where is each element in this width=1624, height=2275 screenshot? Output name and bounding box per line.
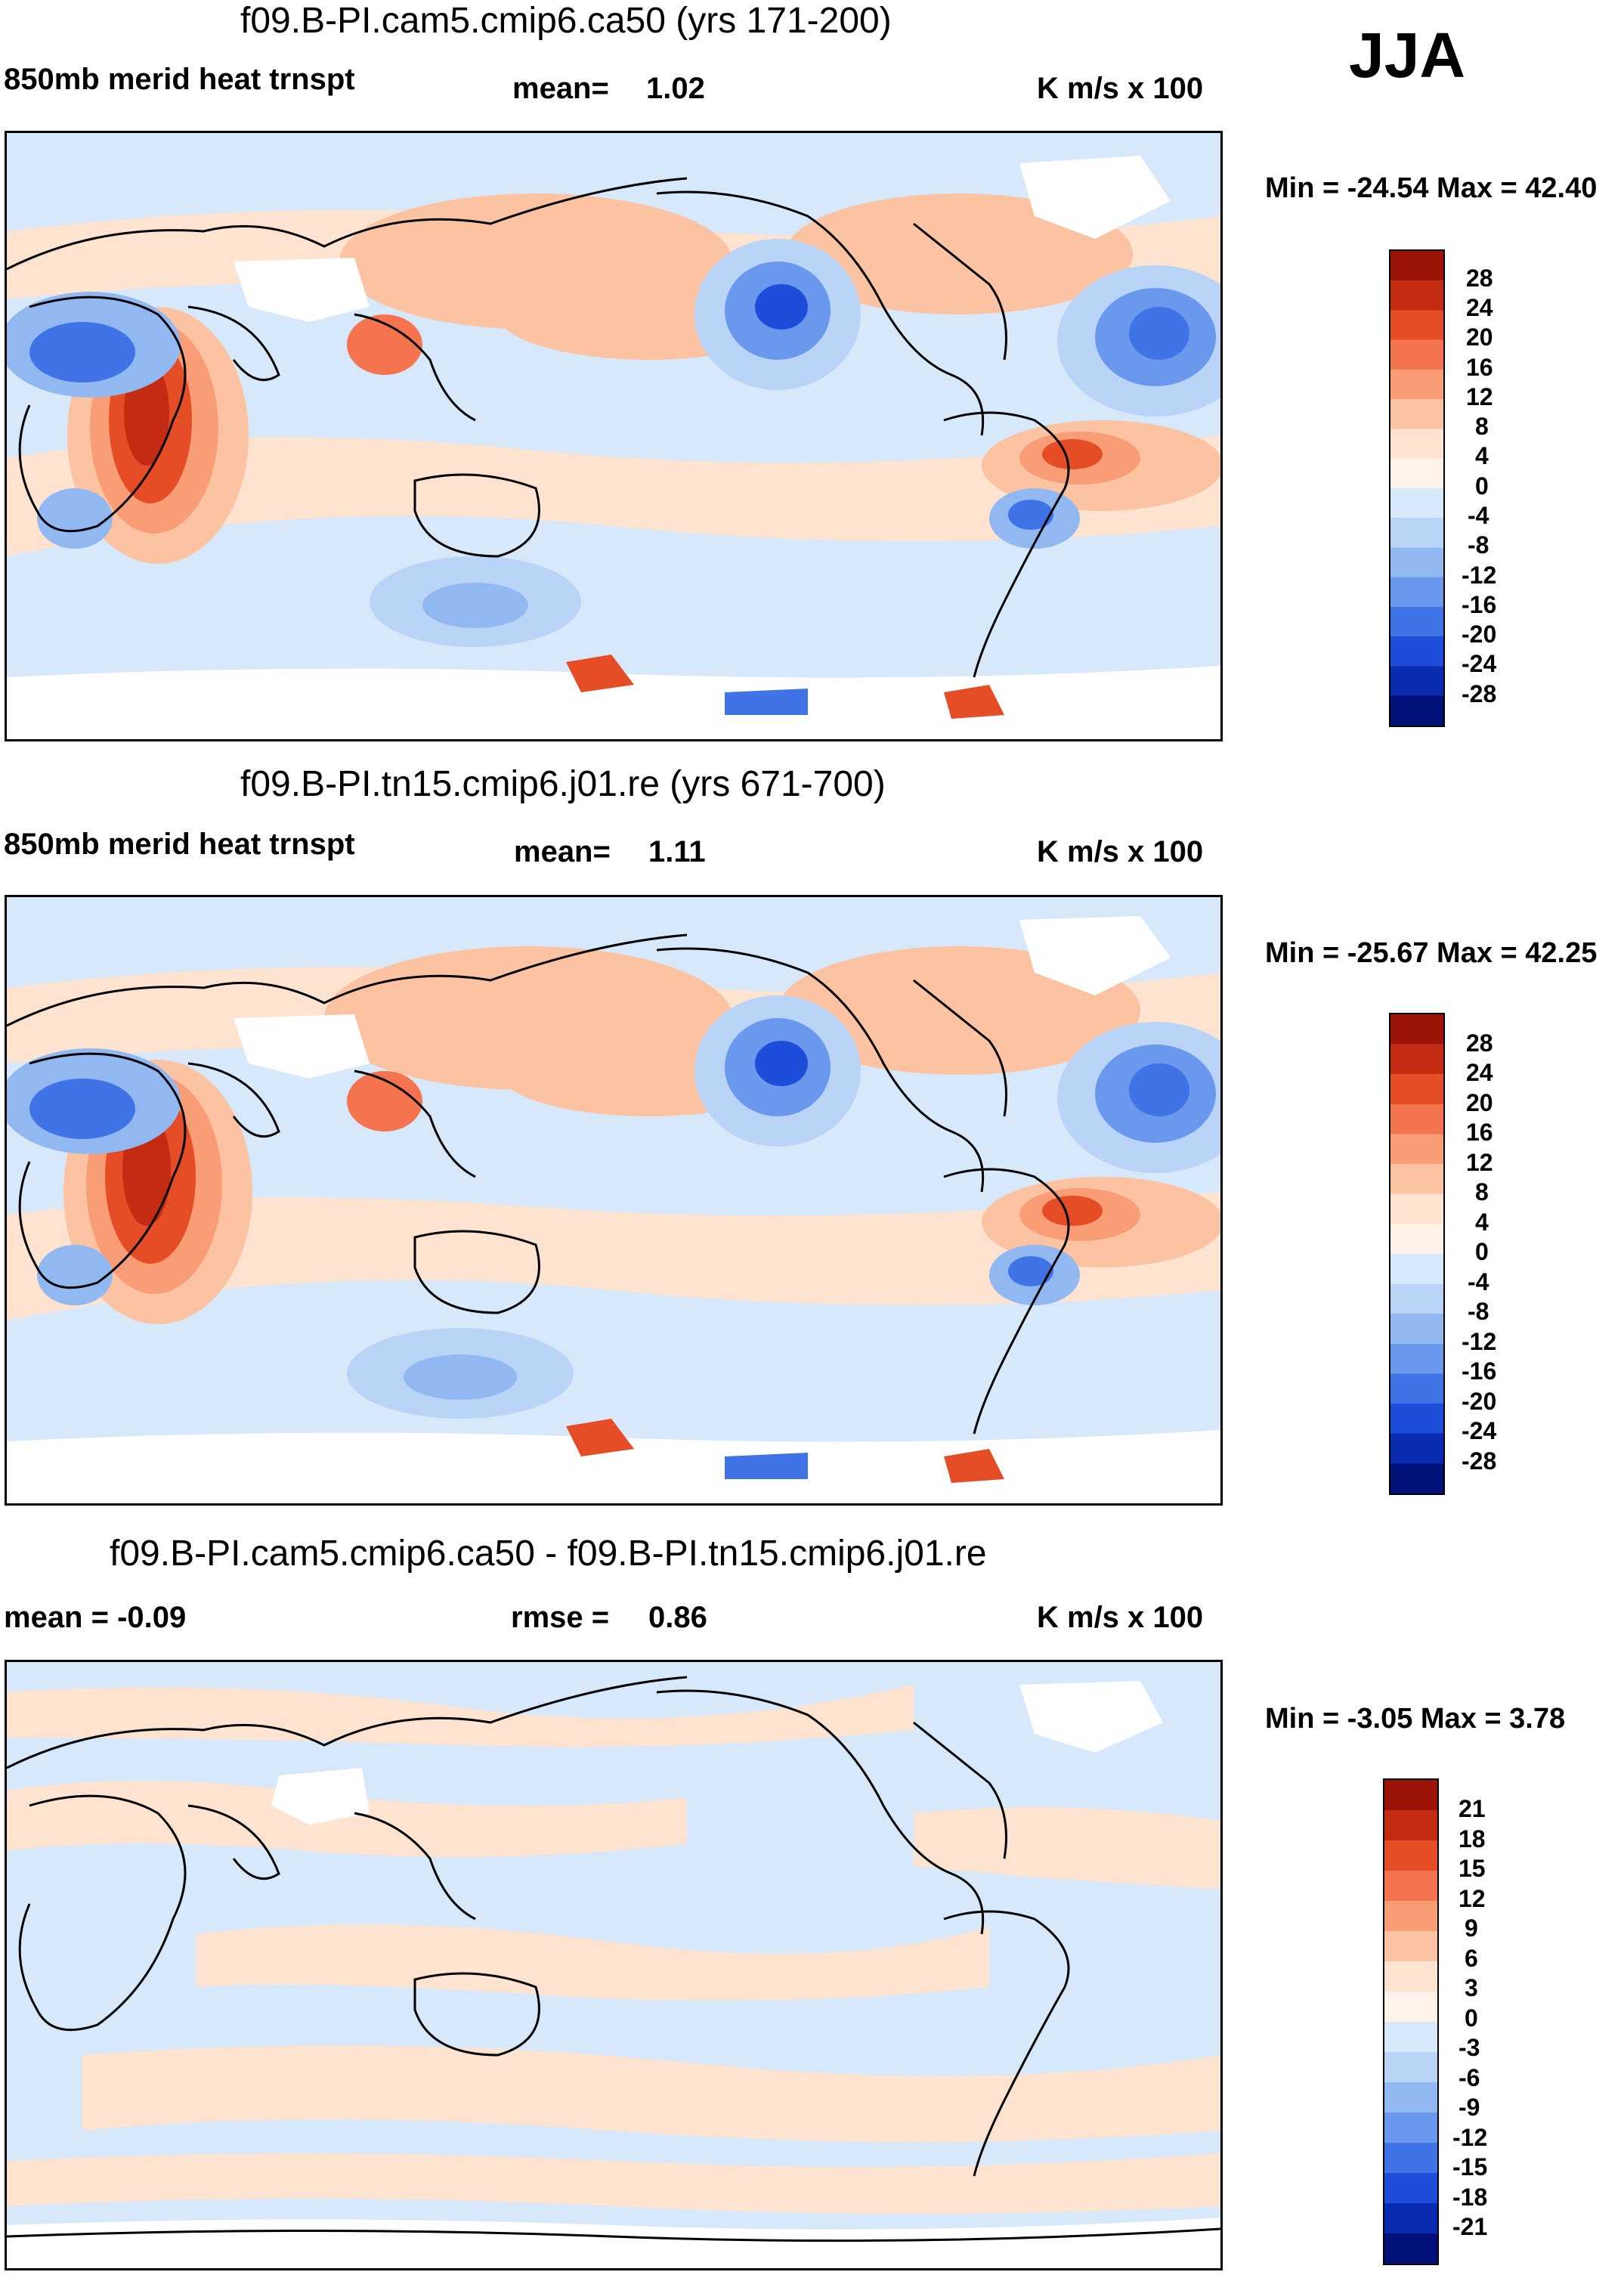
- panel-1-legend-label: -24: [1462, 650, 1497, 677]
- panel-3-rmse-label: rmse =: [511, 1601, 610, 1634]
- panel-3-colorbar: [1383, 1778, 1439, 2265]
- panel-1-legend-label: -12: [1462, 562, 1497, 589]
- panel-3-legend-label: -9: [1459, 2094, 1480, 2121]
- panel-2-title: f09.B-PI.tn15.cmip6.j01.re (yrs 671-700): [240, 764, 886, 804]
- panel-3-legend-label: 15: [1459, 1855, 1486, 1882]
- panel-1-legend-label: 20: [1466, 323, 1493, 351]
- panel-3-minmax: Min = -3.05 Max = 3.78: [1265, 1703, 1566, 1735]
- panel-3-legend-label: -15: [1452, 2153, 1488, 2181]
- panel-2-legend-label: -28: [1462, 1447, 1497, 1475]
- panel-3-map: [5, 1660, 1223, 2270]
- panel-1-colorbar: [1389, 249, 1445, 727]
- panel-1-title: f09.B-PI.cam5.cmip6.ca50 (yrs 171-200): [240, 1, 892, 41]
- panel-2-legend-label: 0: [1475, 1238, 1489, 1265]
- panel-2-legend-label: 28: [1466, 1029, 1493, 1057]
- panel-3-legend-label: -6: [1459, 2064, 1480, 2091]
- panel-2-colorbar: [1389, 1013, 1445, 1495]
- panel-3-legend-label: -12: [1452, 2124, 1488, 2151]
- panel-2-legend-label: 12: [1466, 1149, 1493, 1176]
- panel-3-legend-label: 18: [1459, 1825, 1486, 1852]
- panel-2-variable-label: 850mb merid heat trnspt: [4, 828, 355, 861]
- panel-3-rmse-value: 0.86: [648, 1601, 707, 1634]
- panel-2-units: K m/s x 100: [1037, 835, 1204, 868]
- panel-3-mean-label: mean = -0.09: [4, 1601, 187, 1634]
- panel-1-legend-label: 0: [1475, 472, 1489, 500]
- panel-2-legend-label: 20: [1466, 1089, 1493, 1116]
- panel-3-legend-label: 21: [1459, 1795, 1486, 1822]
- panel-1-minmax: Min = -24.54 Max = 42.40: [1265, 172, 1598, 204]
- panel-1-legend-label: -20: [1462, 621, 1497, 648]
- panel-1-legend-label: 24: [1466, 294, 1493, 321]
- panel-3-legend-label: -21: [1452, 2213, 1488, 2240]
- panel-3-units: K m/s x 100: [1037, 1601, 1204, 1634]
- panel-2-legend-label: -24: [1462, 1417, 1497, 1444]
- panel-2-legend-label: 16: [1466, 1119, 1493, 1146]
- panel-2-legend-label: 8: [1475, 1178, 1489, 1206]
- panel-1-units: K m/s x 100: [1037, 72, 1204, 105]
- panel-2-mean-value: 1.11: [648, 835, 706, 868]
- panel-3-legend-label: 9: [1465, 1914, 1478, 1942]
- panel-1-mean-value: 1.02: [646, 72, 705, 105]
- panel-2-legend-label: -4: [1468, 1268, 1489, 1295]
- panel-1-legend-label: 8: [1475, 413, 1489, 440]
- panel-3-legend-label: 6: [1465, 1945, 1478, 1972]
- panel-1-mean-label: mean=: [512, 72, 609, 105]
- panel-1-legend-label: 16: [1466, 354, 1493, 381]
- panel-2-legend-label: -20: [1462, 1388, 1497, 1415]
- panel-3-title: f09.B-PI.cam5.cmip6.ca50 - f09.B-PI.tn15…: [110, 1534, 987, 1574]
- panel-1-legend-label: -16: [1462, 591, 1497, 618]
- panel-2-map: [5, 895, 1223, 1506]
- season-label: JJA: [1349, 20, 1466, 91]
- panel-1-legend-label: 12: [1466, 383, 1493, 410]
- panel-2-minmax: Min = -25.67 Max = 42.25: [1265, 937, 1598, 969]
- panel-2-legend-label: 24: [1466, 1059, 1493, 1086]
- panel-1-map: [5, 131, 1223, 741]
- panel-3-legend-label: -3: [1459, 2034, 1480, 2061]
- panel-1-legend-label: -8: [1468, 531, 1489, 559]
- panel-2-legend-label: 4: [1475, 1209, 1489, 1236]
- panel-3-legend-label: -18: [1452, 2184, 1488, 2211]
- panel-2-legend-label: -16: [1462, 1357, 1497, 1385]
- panel-3-legend-label: 3: [1465, 1974, 1478, 2001]
- panel-1-legend-label: -28: [1462, 680, 1497, 707]
- panel-1-legend-label: -4: [1468, 502, 1489, 529]
- panel-2-legend-label: -12: [1462, 1328, 1497, 1355]
- panel-3-legend-label: 12: [1459, 1885, 1486, 1912]
- panel-1-legend-label: 4: [1475, 442, 1489, 469]
- panel-3-legend-label: 0: [1465, 2004, 1478, 2032]
- panel-2-mean-label: mean=: [514, 835, 611, 868]
- panel-2-legend-label: -8: [1468, 1298, 1489, 1325]
- panel-1-variable-label: 850mb merid heat trnspt: [4, 63, 355, 96]
- panel-1-legend-label: 28: [1466, 265, 1493, 292]
